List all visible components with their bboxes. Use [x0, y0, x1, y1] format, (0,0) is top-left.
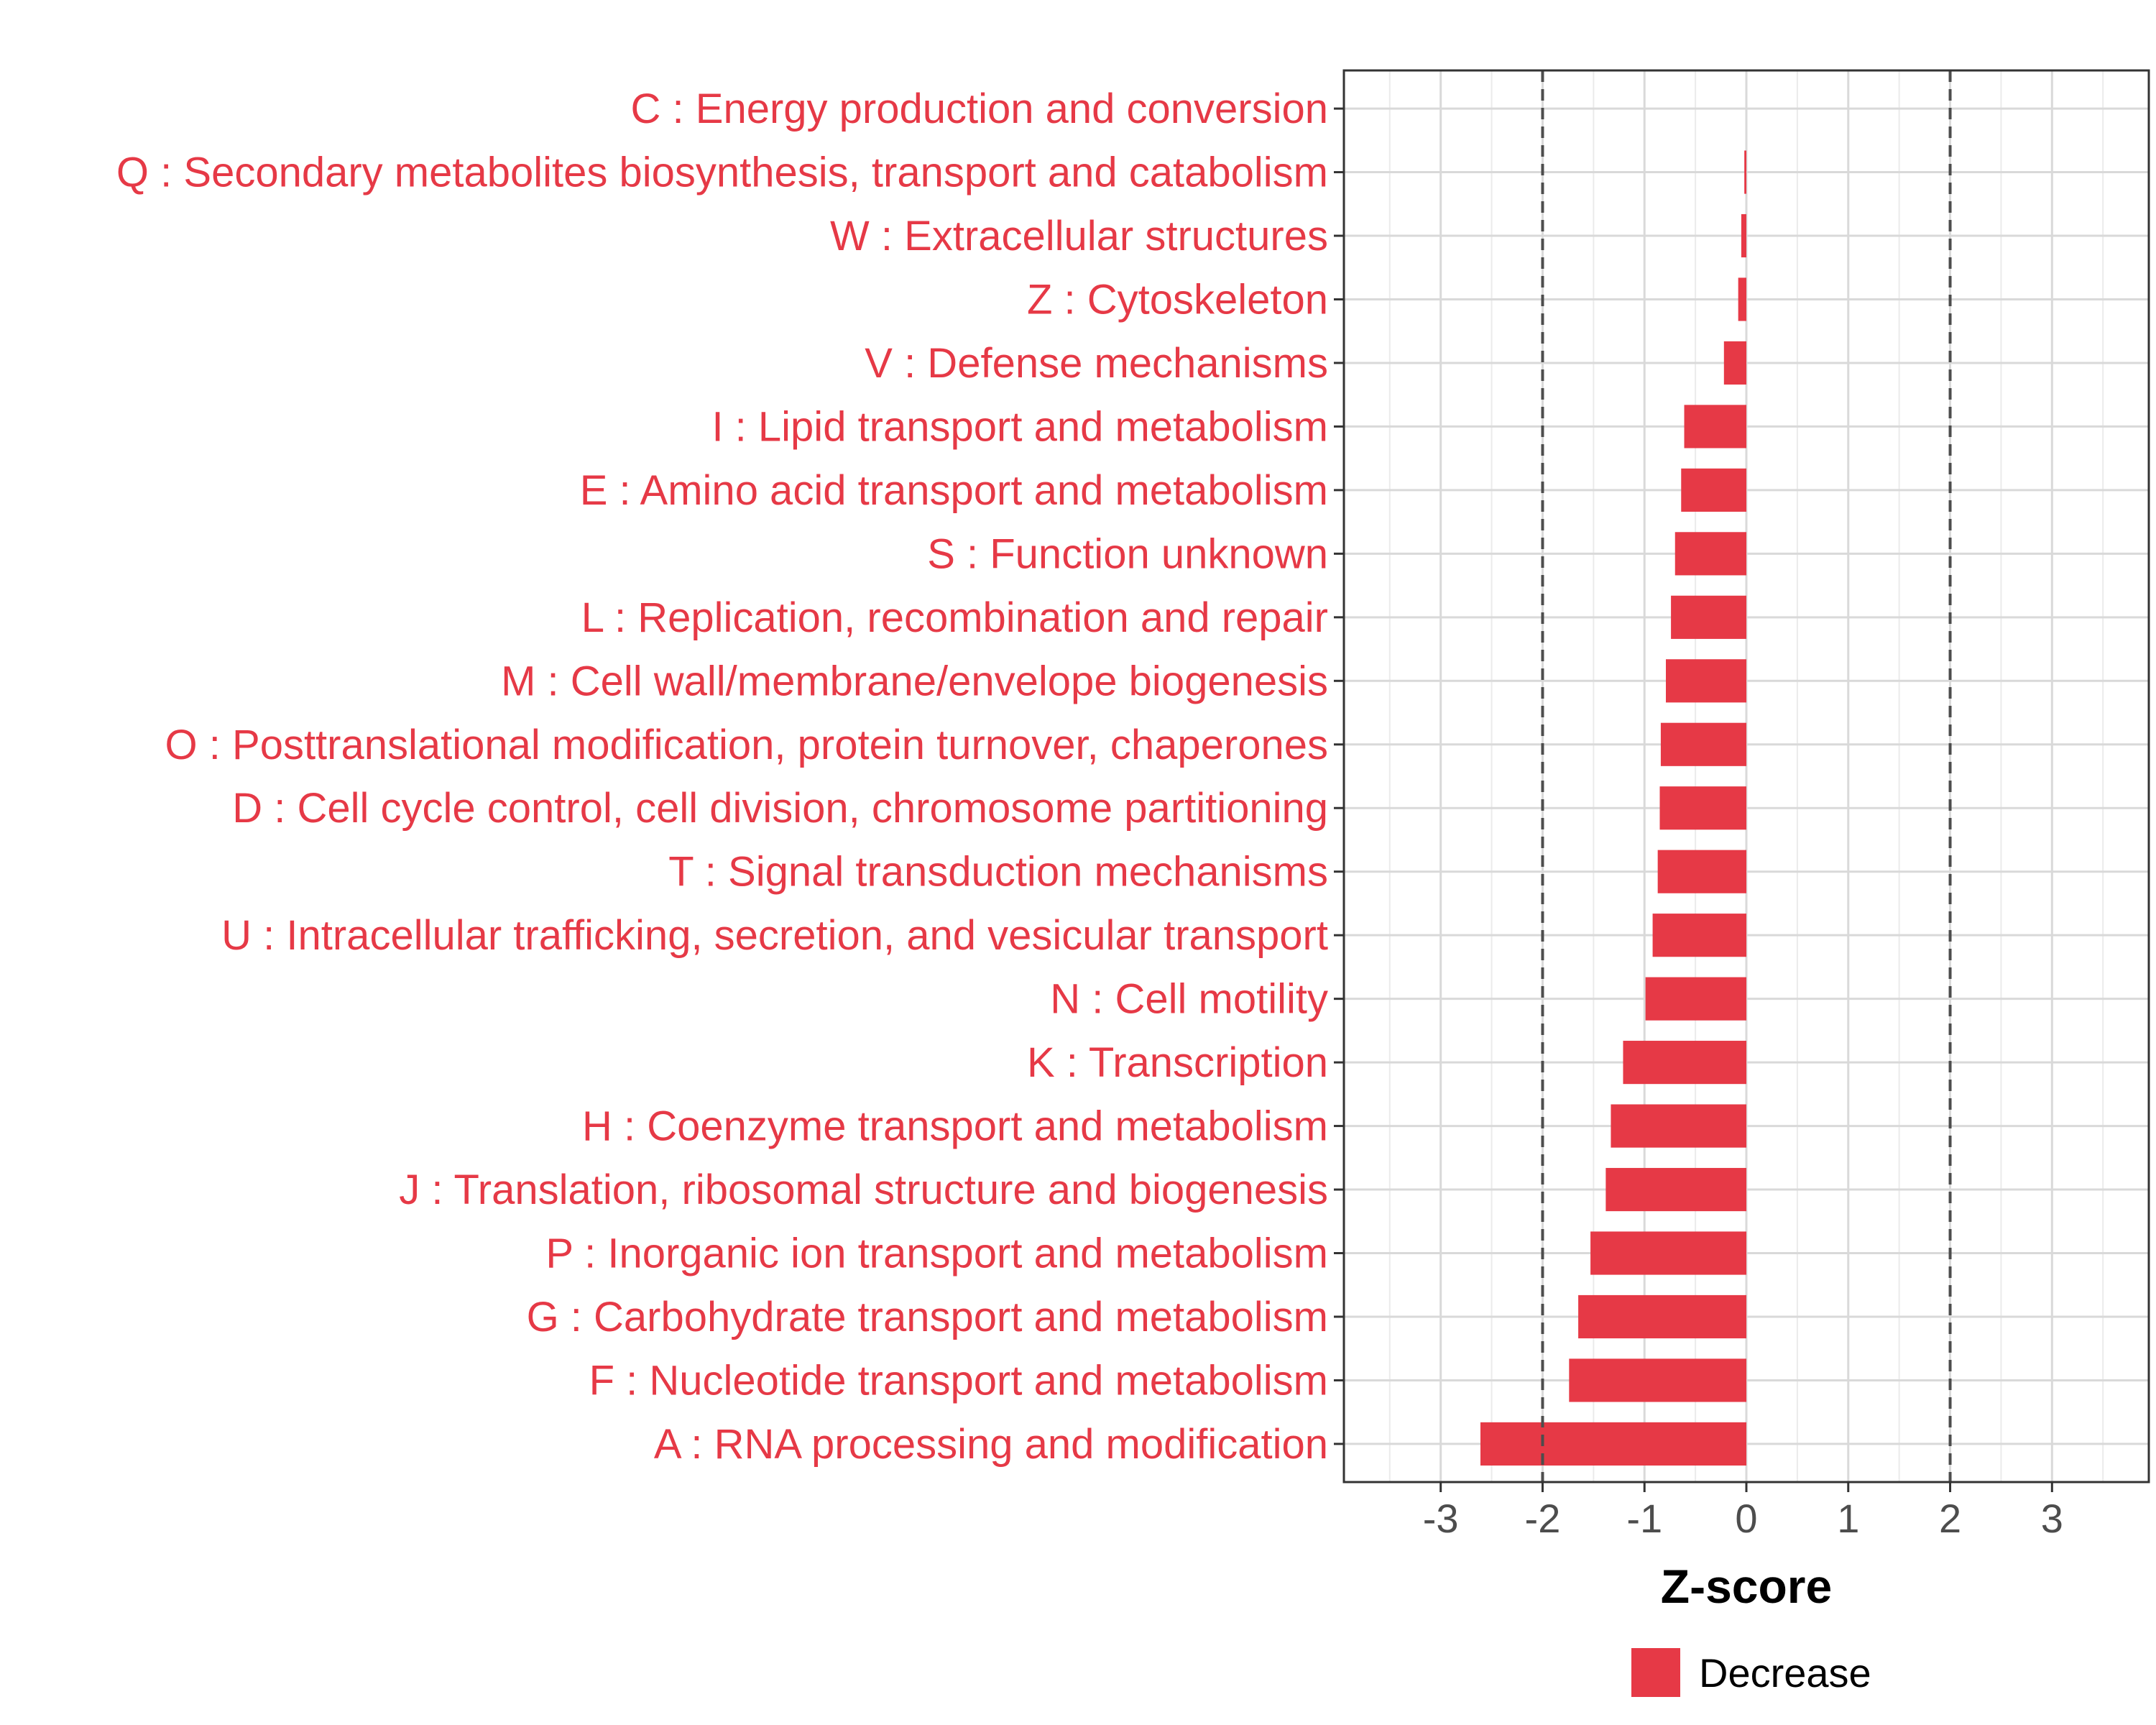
- axis-ticks: [1334, 107, 2053, 1492]
- bar-18: [1606, 1167, 1746, 1212]
- category-label-19: P : Inorganic ion transport and metaboli…: [545, 1230, 1328, 1277]
- bar-12: [1659, 786, 1746, 830]
- category-label-21: F : Nucleotide transport and metabolism: [589, 1357, 1328, 1404]
- bar-7: [1681, 468, 1746, 512]
- category-label-2: Q : Secondary metabolites biosynthesis, …: [116, 150, 1328, 196]
- category-label-4: Z : Cytoskeleton: [1027, 276, 1328, 323]
- x-tick-label: 3: [2041, 1496, 2063, 1541]
- bar-20: [1578, 1294, 1746, 1339]
- category-label-13: T : Signal transduction mechanisms: [668, 849, 1328, 896]
- bar-21: [1569, 1358, 1746, 1402]
- bar-19: [1590, 1231, 1746, 1275]
- category-label-11: O : Posttranslational modification, prot…: [165, 722, 1328, 768]
- x-axis-title: Z-score: [1661, 1560, 1832, 1613]
- category-label-6: I : Lipid transport and metabolism: [711, 403, 1328, 450]
- category-label-17: H : Coenzyme transport and metabolism: [582, 1103, 1328, 1150]
- bar-6: [1684, 405, 1746, 448]
- x-tick-label: 0: [1735, 1496, 1757, 1541]
- bars: [1480, 150, 1746, 1466]
- x-tick-label: -1: [1626, 1496, 1662, 1541]
- bar-10: [1666, 659, 1746, 703]
- bar-17: [1611, 1104, 1746, 1148]
- category-label-18: J : Translation, ribosomal structure and…: [399, 1167, 1328, 1213]
- bar-2: [1744, 150, 1746, 194]
- bar-16: [1623, 1041, 1746, 1085]
- category-label-7: E : Amino acid transport and metabolism: [580, 467, 1328, 514]
- bar-22: [1480, 1422, 1746, 1466]
- category-label-3: W : Extracellular structures: [830, 213, 1328, 259]
- bar-11: [1660, 722, 1746, 766]
- category-label-15: N : Cell motility: [1050, 976, 1328, 1023]
- bar-13: [1657, 850, 1746, 893]
- category-label-14: U : Intracellular trafficking, secretion…: [221, 912, 1328, 959]
- category-label-20: G : Carbohydrate transport and metabolis…: [527, 1294, 1328, 1340]
- bar-5: [1723, 341, 1746, 385]
- legend-swatch: [1631, 1648, 1680, 1697]
- category-label-16: K : Transcription: [1027, 1039, 1328, 1086]
- bar-9: [1671, 595, 1746, 639]
- x-tick-label: 2: [1939, 1496, 1961, 1541]
- x-tick-label: -2: [1525, 1496, 1561, 1541]
- bar-14: [1652, 914, 1746, 957]
- category-label-12: D : Cell cycle control, cell division, c…: [232, 785, 1328, 832]
- reference-lines: [1541, 70, 1952, 1482]
- x-tick-label: -3: [1423, 1496, 1459, 1541]
- x-tick-label: 1: [1837, 1496, 1859, 1541]
- category-label-22: A : RNA processing and modification: [654, 1421, 1328, 1468]
- bar-15: [1645, 977, 1746, 1021]
- category-label-10: M : Cell wall/membrane/envelope biogenes…: [501, 658, 1328, 704]
- x-tick-labels: -3 -2 -1 0 1 2 3: [1423, 1496, 2063, 1541]
- category-label-1: C : Energy production and conversion: [631, 86, 1328, 132]
- category-label-5: V : Defense mechanisms: [865, 340, 1328, 387]
- legend: Decrease: [1631, 1648, 1871, 1697]
- bar-8: [1674, 532, 1746, 576]
- category-label-8: S : Function unknown: [927, 530, 1328, 577]
- bar-4: [1738, 277, 1746, 321]
- category-labels: C : Energy production and conversion Q : …: [116, 86, 1328, 1468]
- legend-label-decrease: Decrease: [1699, 1650, 1871, 1696]
- bar-3: [1741, 213, 1746, 258]
- category-label-9: L : Replication, recombination and repai…: [581, 594, 1328, 641]
